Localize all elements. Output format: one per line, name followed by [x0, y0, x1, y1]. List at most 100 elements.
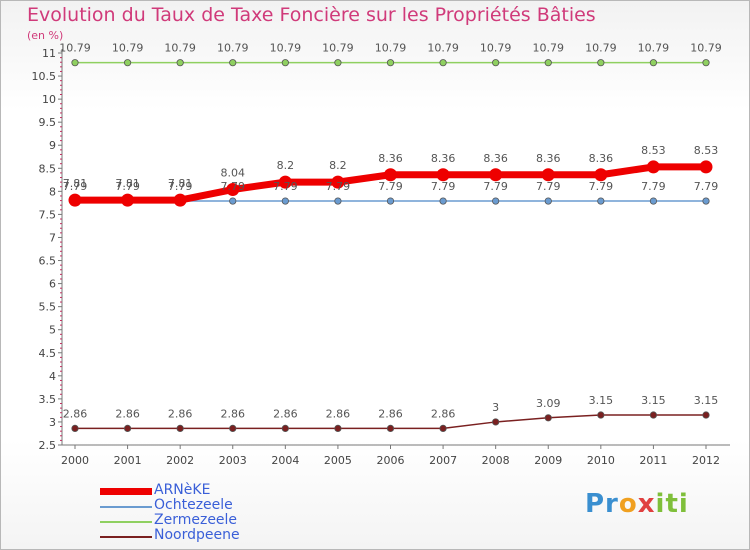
data-label: 10.79 — [585, 42, 617, 55]
data-label: 7.79 — [221, 180, 246, 193]
data-point — [649, 411, 658, 419]
data-label: 2.86 — [63, 407, 88, 420]
y-tick-label: 8 — [49, 185, 56, 198]
chart-title: Evolution du Taux de Taxe Foncière sur l… — [27, 4, 596, 26]
data-point — [489, 168, 503, 182]
y-tick-label: 6.5 — [39, 255, 57, 268]
data-label: 7.79 — [536, 180, 561, 193]
data-point — [594, 168, 608, 182]
y-tick-label: 5 — [49, 324, 56, 337]
data-point — [436, 168, 450, 182]
data-label: 2.86 — [431, 407, 456, 420]
legend-label: Ochtezeele — [154, 497, 233, 513]
x-tick-label: 2006 — [377, 454, 405, 467]
data-point — [121, 193, 135, 207]
y-tick-label: 9.5 — [39, 116, 57, 129]
data-label: 8.36 — [431, 152, 456, 165]
data-point — [384, 168, 397, 182]
y-tick-label: 9 — [49, 139, 56, 152]
data-label: 7.79 — [431, 180, 456, 193]
data-label: 10.79 — [217, 42, 249, 55]
logo-part-4: iti — [655, 489, 689, 519]
x-tick-label: 2001 — [114, 454, 142, 467]
data-point — [386, 59, 395, 67]
data-point — [492, 59, 500, 67]
data-point — [439, 424, 447, 432]
x-tick-label: 2008 — [482, 454, 510, 467]
data-point — [439, 197, 447, 205]
data-label: 2.86 — [115, 407, 140, 420]
data-point — [281, 424, 289, 432]
data-point — [439, 59, 447, 67]
data-point — [71, 424, 79, 432]
data-point — [331, 175, 345, 189]
legend-item: Ochtezeele — [100, 497, 320, 514]
legend-label: Zermezeele — [154, 512, 238, 528]
y-tick-label: 8.5 — [39, 162, 57, 175]
logo-part-2: o — [618, 489, 638, 519]
data-label: 10.79 — [322, 42, 354, 55]
data-label: 3.15 — [589, 394, 614, 407]
data-label: 7.81 — [63, 177, 88, 190]
data-label: 7.79 — [589, 180, 614, 193]
data-point — [176, 424, 184, 432]
data-label: 8.2 — [277, 159, 295, 172]
data-point — [173, 193, 187, 207]
y-tick-label: 10.5 — [32, 70, 57, 83]
data-label: 8.53 — [641, 144, 666, 157]
data-point — [544, 197, 552, 205]
data-point — [281, 197, 289, 205]
data-label: 10.79 — [375, 42, 407, 55]
data-label: 10.79 — [533, 42, 565, 55]
data-point — [334, 197, 342, 205]
data-point — [649, 59, 658, 67]
legend-label: ARNèKE — [154, 482, 211, 498]
x-tick-label: 2009 — [534, 454, 562, 467]
data-label: 10.79 — [480, 42, 512, 55]
data-point — [649, 197, 658, 205]
y-tick-label: 4.5 — [39, 347, 57, 360]
data-point — [71, 59, 79, 67]
data-point — [702, 59, 710, 67]
legend-swatch — [100, 536, 152, 538]
data-label: 3.15 — [641, 394, 666, 407]
data-label: 2.86 — [168, 407, 193, 420]
y-tick-label: 7.5 — [39, 208, 57, 221]
legend-label: Noordpeene — [154, 527, 240, 543]
x-tick-label: 2011 — [639, 454, 667, 467]
legend-item: ARNèKE — [100, 482, 320, 499]
legend-swatch — [100, 506, 152, 508]
y-tick-label: 11 — [42, 47, 56, 60]
x-tick-label: 2002 — [166, 454, 194, 467]
data-point — [541, 168, 555, 182]
data-label: 10.79 — [427, 42, 459, 55]
data-label: 2.86 — [326, 407, 351, 420]
proxiti-logo: Proxiti — [585, 489, 689, 519]
data-label: 8.36 — [378, 152, 403, 165]
data-point — [278, 175, 292, 189]
data-label: 8.36 — [589, 152, 614, 165]
x-tick-label: 2012 — [692, 454, 720, 467]
x-tick-label: 2007 — [429, 454, 457, 467]
data-label: 2.86 — [273, 407, 298, 420]
data-label: 7.81 — [168, 177, 193, 190]
data-point — [597, 411, 605, 419]
data-point — [334, 59, 342, 67]
logo-part-1: Pr — [585, 489, 619, 519]
data-label: 10.79 — [59, 42, 91, 55]
data-label: 7.79 — [273, 180, 298, 193]
x-tick-label: 2003 — [219, 454, 247, 467]
chart-legend: ARNèKE Ochtezeele Zermezeele Noordpeene — [100, 482, 320, 544]
data-label: 10.79 — [164, 42, 196, 55]
data-point — [492, 418, 500, 426]
data-point — [386, 424, 395, 432]
data-point — [699, 160, 713, 174]
data-point — [597, 197, 605, 205]
y-tick-label: 7 — [49, 231, 56, 244]
chart-unit-label: (en %) — [27, 29, 64, 42]
data-label: 7.79 — [378, 180, 403, 193]
data-point — [123, 424, 132, 432]
data-point — [123, 59, 132, 67]
